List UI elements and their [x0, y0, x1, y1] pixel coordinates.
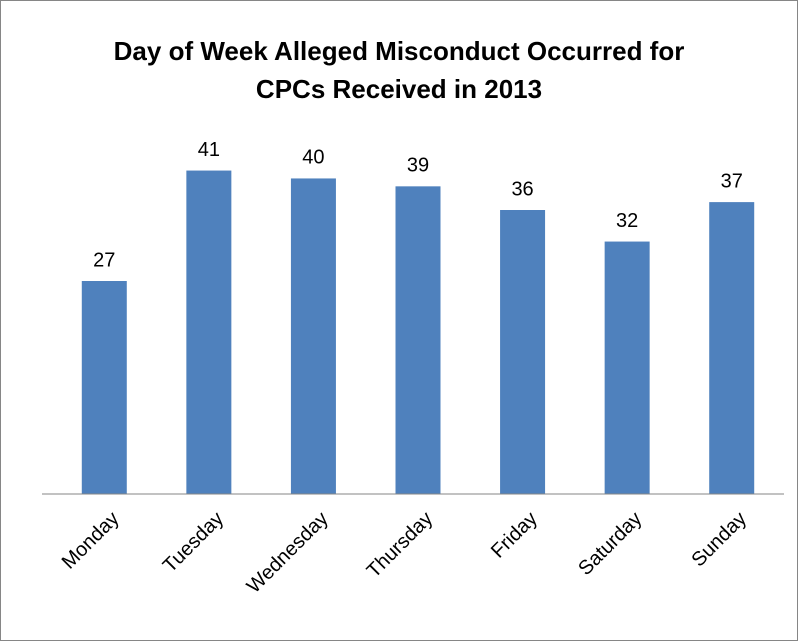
x-tick-label: Saturday: [574, 508, 646, 580]
data-label: 39: [407, 155, 429, 177]
bar: [81, 281, 127, 494]
x-tick-label: Sunday: [687, 508, 751, 572]
data-label: 40: [302, 147, 324, 169]
bar: [604, 241, 650, 494]
x-tick-label: Monday: [58, 508, 124, 574]
bar: [186, 170, 232, 495]
data-label: 37: [721, 170, 743, 192]
x-tick-label: Thursday: [363, 508, 438, 583]
chart-title: Day of Week Alleged Misconduct Occurred …: [113, 36, 685, 104]
bar: [709, 202, 755, 494]
data-label: 32: [616, 210, 638, 232]
data-label: 27: [93, 249, 115, 271]
bar: [500, 210, 546, 494]
data-label: 36: [511, 178, 533, 200]
bar: [395, 186, 441, 495]
x-tick-label: Friday: [487, 508, 542, 563]
x-tick-label: Tuesday: [159, 508, 228, 577]
bar: [290, 178, 336, 494]
x-tick-label: Wednesday: [243, 508, 333, 598]
data-label: 41: [198, 139, 220, 161]
